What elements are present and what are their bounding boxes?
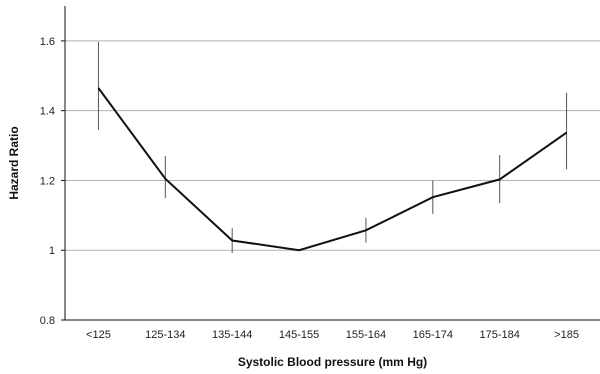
x-tick-label: 175-184 [480,329,520,341]
y-tick-label: 1.2 [40,175,55,187]
y-ticks: 0.8 1 1.2 1.4 1.6 [40,36,65,327]
error-bars [97,41,568,254]
x-ticks: <125 125-134 135-144 145-155 155-164 165-174 1… [86,329,579,341]
x-tick-label: 145-155 [279,329,319,341]
x-tick-label: 135-144 [212,329,252,341]
series-line [97,87,568,252]
y-tick-label: 1.4 [40,106,55,118]
x-tick-label: 125-134 [145,329,185,341]
y-axis-title: Hazard Ratio [7,126,21,199]
x-tick-label: 165-174 [413,329,453,341]
y-tick-label: 0.8 [40,315,55,327]
y-tick-label: 1 [49,245,55,257]
y-tick-label: 1.6 [40,36,55,48]
gridlines [65,40,600,321]
x-tick-label: <125 [86,329,111,341]
x-axis-title: Systolic Blood pressure (mm Hg) [238,355,427,369]
x-tick-label: >185 [554,329,579,341]
x-tick-label: 155-164 [346,329,386,341]
